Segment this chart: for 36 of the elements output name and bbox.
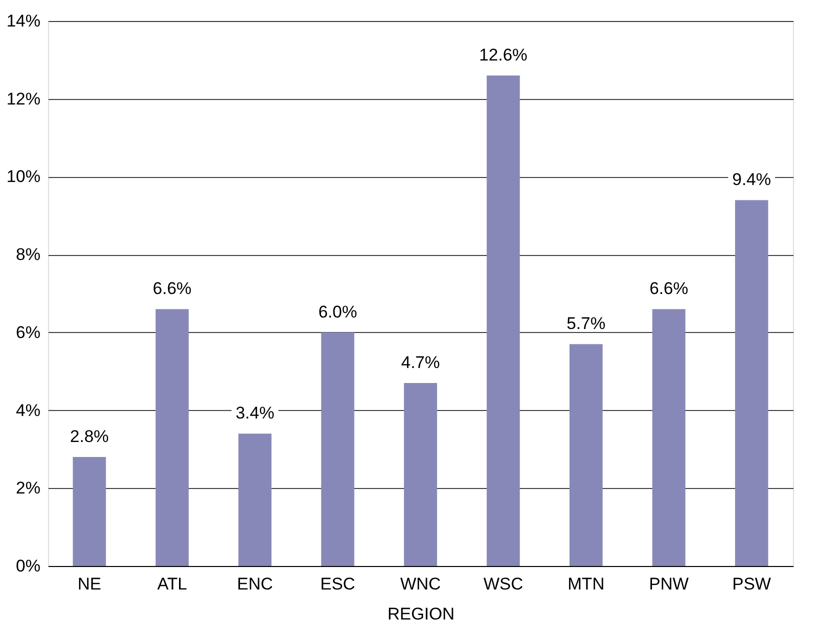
y-tick-label: 6% <box>16 322 40 342</box>
data-label: 2.8% <box>70 427 109 446</box>
bar <box>321 332 354 566</box>
y-tick-label: 2% <box>16 478 40 498</box>
bar <box>486 76 520 566</box>
x-tick-label: ENC <box>236 574 273 594</box>
data-label: 9.4% <box>732 170 771 190</box>
bar <box>404 383 438 566</box>
bar <box>72 457 106 566</box>
bar <box>652 309 686 566</box>
x-tick-label: PSW <box>732 574 771 594</box>
data-label: 12.6% <box>479 46 528 64</box>
bar <box>156 309 189 566</box>
data-label: 4.7% <box>401 353 440 372</box>
x-axis-title: REGION <box>387 604 455 624</box>
y-tick-label: 4% <box>16 400 40 420</box>
x-tick-label: ATL <box>157 574 188 594</box>
data-label: 6.0% <box>318 302 358 322</box>
x-tick-label: PNW <box>648 574 689 594</box>
data-label: 6.6% <box>649 279 688 298</box>
x-tick-label: WNC <box>400 574 441 594</box>
x-tick-label: NE <box>78 574 102 594</box>
y-tick-label: 14% <box>6 12 40 30</box>
x-tick-label: ESC <box>320 574 356 594</box>
bar <box>570 344 603 566</box>
y-tick-label: 0% <box>16 556 40 576</box>
y-tick-label: 10% <box>6 167 40 186</box>
bar <box>735 200 768 566</box>
y-tick-label: 12% <box>6 89 40 108</box>
bar <box>238 434 272 566</box>
data-label: 6.6% <box>152 279 192 298</box>
data-label: 3.4% <box>236 404 274 423</box>
y-tick-label: 8% <box>16 245 40 264</box>
data-label: 5.7% <box>566 314 606 334</box>
x-tick-label: MTN <box>568 574 604 594</box>
x-tick-label: WSC <box>483 574 524 594</box>
